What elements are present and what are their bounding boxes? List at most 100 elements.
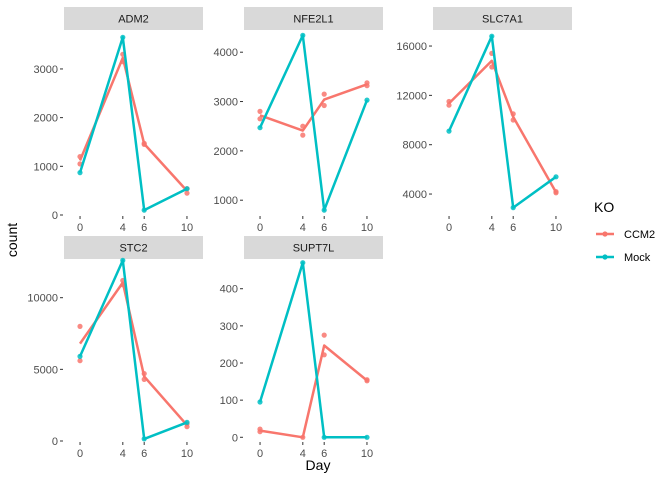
y-tick-label: 200: [220, 358, 238, 370]
x-tick-label: 4: [300, 448, 306, 460]
data-point-ccm2: [553, 189, 559, 195]
y-tick-label: 12000: [396, 90, 427, 102]
series-line-mock: [78, 36, 188, 212]
data-point-ccm2: [300, 132, 306, 138]
data-point-mock: [141, 436, 147, 442]
series-line-mock: [258, 34, 369, 212]
data-point-ccm2: [77, 323, 83, 329]
data-point-mock: [257, 399, 263, 405]
legend: KO CCM2 Mock: [594, 199, 655, 264]
panel-title: ADM2: [118, 14, 149, 26]
y-tick-label: 4000: [403, 189, 427, 201]
y-tick-label: 1000: [34, 161, 58, 173]
legend-label: Mock: [624, 252, 651, 264]
data-point-mock: [77, 353, 83, 359]
x-tick-label: 0: [257, 448, 263, 460]
data-point-mock: [300, 32, 306, 39]
y-tick-label: 8000: [403, 140, 427, 152]
x-tick-label: 4: [120, 222, 126, 234]
series-line-mock: [447, 34, 557, 209]
data-point-ccm2: [364, 83, 370, 89]
legend-title: KO: [594, 199, 614, 215]
legend-key-point: [602, 231, 608, 237]
y-tick-label: 300: [220, 321, 238, 333]
panel-stc2: STC2 0 5000 10000 0 4 6 10: [27, 236, 203, 460]
data-point-ccm2: [364, 378, 370, 384]
x-tick-label: 0: [77, 448, 83, 460]
y-tick-label: 2000: [34, 113, 58, 125]
x-tick-label: 4: [120, 448, 126, 460]
x-tick-label: 6: [141, 222, 147, 234]
y-tick-label: 0: [52, 436, 58, 448]
y-tick-label: 16000: [396, 41, 427, 53]
data-point-ccm2: [446, 102, 452, 108]
panel-strip: [433, 7, 572, 30]
data-point-mock: [120, 257, 126, 263]
y-tick-label: 0: [52, 210, 58, 222]
x-tick-label: 6: [510, 222, 516, 234]
data-point-mock: [446, 128, 452, 134]
y-tick-label: 400: [220, 284, 238, 296]
x-tick-label: 10: [181, 222, 193, 234]
x-tick-label: 0: [77, 222, 83, 234]
series-line-mock: [258, 261, 367, 439]
panel-strip: [64, 7, 203, 30]
y-axis-title: count: [4, 223, 20, 257]
panel-title: NFE2L1: [293, 14, 333, 26]
panel-strip: [244, 236, 383, 259]
series-line-mock: [78, 259, 188, 441]
data-point-ccm2: [510, 117, 516, 123]
data-point-mock: [77, 170, 83, 176]
data-point-ccm2: [77, 358, 83, 364]
x-tick-label: 0: [257, 222, 263, 234]
data-point-ccm2: [321, 332, 327, 338]
data-point-ccm2: [300, 434, 306, 440]
y-tick-label: 3000: [34, 64, 58, 76]
data-point-mock: [553, 174, 559, 180]
data-point-ccm2: [300, 123, 306, 129]
series-line-ccm2: [78, 281, 188, 427]
data-point-mock: [141, 207, 147, 213]
x-tick-label: 10: [181, 448, 193, 460]
panel-strip: [244, 7, 383, 30]
y-tick-label: 4000: [214, 47, 238, 59]
data-point-mock: [364, 434, 370, 440]
data-point-ccm2: [321, 102, 327, 109]
panel-title: SUPT7L: [293, 243, 335, 255]
data-point-mock: [364, 97, 370, 103]
legend-label: CCM2: [624, 229, 655, 241]
data-point-ccm2: [510, 111, 516, 117]
y-tick-label: 2000: [214, 146, 238, 158]
data-point-ccm2: [321, 91, 327, 97]
x-tick-label: 6: [321, 222, 327, 234]
data-point-ccm2: [489, 64, 495, 70]
x-tick-label: 6: [321, 448, 327, 460]
panel-title: SLC7A1: [482, 14, 523, 26]
panel-nfe2l1: NFE2L1 1000 2000 3000 4000 0 4 6 10: [214, 7, 383, 234]
data-point-ccm2: [141, 376, 147, 382]
data-point-mock: [510, 205, 516, 211]
panel-adm2: ADM2 0 1000 2000 3000 0 4 6 10: [34, 7, 203, 234]
data-point-ccm2: [257, 108, 263, 114]
x-axis-title: Day: [306, 457, 331, 473]
y-tick-label: 0: [232, 432, 238, 444]
data-point-mock: [120, 34, 126, 40]
panel-title: STC2: [119, 243, 147, 255]
data-point-mock: [184, 186, 190, 192]
data-point-mock: [257, 125, 263, 131]
data-point-ccm2: [257, 116, 263, 122]
panel-supt7l: SUPT7L 0 100 200 300 400 0 4 6 10: [220, 236, 383, 460]
data-point-mock: [489, 33, 495, 39]
data-point-ccm2: [120, 59, 126, 65]
data-point-mock: [184, 419, 190, 425]
x-tick-label: 10: [361, 222, 373, 234]
panel-strip: [64, 236, 203, 259]
y-tick-label: 1000: [214, 195, 238, 207]
x-tick-label: 0: [446, 222, 452, 234]
data-point-mock: [321, 434, 327, 440]
legend-item-mock: Mock: [596, 252, 651, 264]
data-point-ccm2: [257, 429, 263, 435]
x-tick-label: 10: [550, 222, 562, 234]
